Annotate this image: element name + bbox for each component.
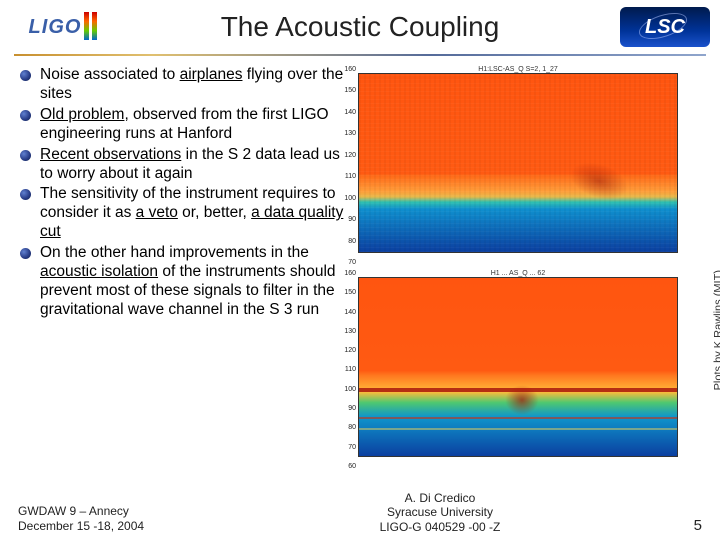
footer-author: A. Di Credico xyxy=(238,491,642,505)
spectrogram-b-title: H1 ... AS_Q ... 62 xyxy=(358,270,678,277)
lsc-logo-text: LSC xyxy=(645,16,685,39)
slide-header: LIGO The Acoustic Coupling LSC xyxy=(0,0,720,54)
bullet-item: Old problem, observed from the first LIG… xyxy=(18,106,352,144)
bullet-text-post: or, better, xyxy=(178,204,251,221)
footer-left: GWDAW 9 – Annecy December 15 -18, 2004 xyxy=(18,504,238,534)
ytick-label: 130 xyxy=(336,328,356,335)
footer-date: December 15 -18, 2004 xyxy=(18,519,238,534)
bullet-text-underline: Old problem xyxy=(40,106,124,123)
slide-content: Noise associated to airplanes flying ove… xyxy=(0,62,720,482)
ytick-label: 120 xyxy=(336,152,356,159)
ytick-label: 150 xyxy=(336,87,356,94)
ligo-logo: LIGO xyxy=(10,7,100,47)
spectrogram-a xyxy=(358,73,678,253)
ytick-label: 150 xyxy=(336,289,356,296)
bullet-text-underline: a veto xyxy=(136,204,178,221)
ytick-label: 70 xyxy=(336,259,356,266)
slide-title: The Acoustic Coupling xyxy=(100,11,620,43)
bullet-text-underline: airplanes xyxy=(180,66,243,83)
footer-center: A. Di Credico Syracuse University LIGO-G… xyxy=(238,491,642,534)
airplane-glitch-b-icon xyxy=(505,385,539,415)
ytick-label: 120 xyxy=(336,347,356,354)
bullet-item: Recent observations in the S 2 data lead… xyxy=(18,146,352,184)
footer-event: GWDAW 9 – Annecy xyxy=(18,504,238,519)
spectral-line-3 xyxy=(359,428,677,430)
lsc-logo: LSC xyxy=(620,7,710,47)
ligo-logo-bars-icon xyxy=(84,12,102,42)
airplane-glitch-a-icon xyxy=(565,156,633,207)
spectrogram-b-wrap: H1 ... AS_Q ... 62 160150140130120110100… xyxy=(358,270,678,470)
spectrogram-a-yticks: 160 150 140 130 120 110 100 90 80 70 xyxy=(336,66,356,266)
footer-affiliation: Syracuse University xyxy=(238,505,642,519)
spectrogram-b xyxy=(358,277,678,457)
ytick-label: 60 xyxy=(336,463,356,470)
bullet-text-pre: Noise associated to xyxy=(40,66,180,83)
ytick-label: 160 xyxy=(336,270,356,277)
bullet-text-underline: Recent observations xyxy=(40,146,181,163)
ytick-label: 100 xyxy=(336,386,356,393)
ytick-label: 140 xyxy=(336,309,356,316)
ytick-label: 80 xyxy=(336,238,356,245)
ytick-label: 130 xyxy=(336,130,356,137)
bullet-list: Noise associated to airplanes flying ove… xyxy=(18,66,358,482)
ytick-label: 70 xyxy=(336,444,356,451)
ytick-label: 110 xyxy=(336,173,356,180)
bullet-text-pre: On the other hand improvements in the xyxy=(40,244,309,261)
spectrogram-b-yticks: 160 150 140 130 120 110 100 90 80 70 60 xyxy=(336,270,356,470)
ytick-label: 160 xyxy=(336,66,356,73)
bullet-item: On the other hand improvements in the ac… xyxy=(18,244,352,320)
spectrogram-a-wrap: H1:LSC-AS_Q S=2, 1_27 160150140130120110… xyxy=(358,66,678,266)
bullet-text-underline: acoustic isolation xyxy=(40,263,158,280)
plot-credit: Plots by K.Rawlins (MIT) xyxy=(712,270,720,390)
ytick-label: 90 xyxy=(336,405,356,412)
footer-page-number: 5 xyxy=(642,517,702,534)
bullet-item: The sensitivity of the instrument requir… xyxy=(18,185,352,242)
spectral-line-2 xyxy=(359,417,677,419)
ligo-logo-text: LIGO xyxy=(29,16,82,39)
ytick-label: 100 xyxy=(336,195,356,202)
slide-footer: GWDAW 9 – Annecy December 15 -18, 2004 A… xyxy=(0,491,720,534)
bullet-item: Noise associated to airplanes flying ove… xyxy=(18,66,352,104)
ytick-label: 140 xyxy=(336,109,356,116)
header-rule xyxy=(14,54,706,56)
figure-panel: H1:LSC-AS_Q S=2, 1_27 160150140130120110… xyxy=(358,66,710,482)
ytick-label: 80 xyxy=(336,424,356,431)
ytick-label: 90 xyxy=(336,216,356,223)
ytick-label: 110 xyxy=(336,366,356,373)
footer-docnum: LIGO-G 040529 -00 -Z xyxy=(238,520,642,534)
spectrogram-a-title: H1:LSC-AS_Q S=2, 1_27 xyxy=(358,66,678,73)
